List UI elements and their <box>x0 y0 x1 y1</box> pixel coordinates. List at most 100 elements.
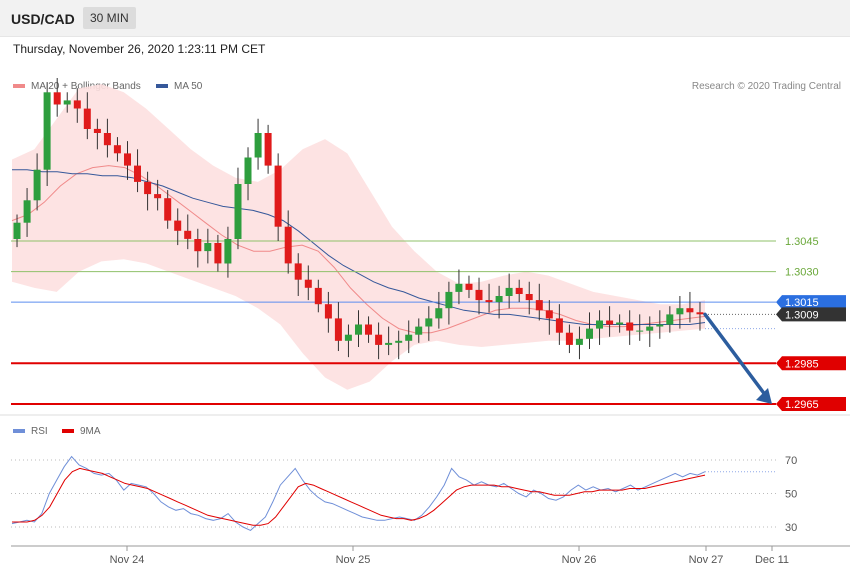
candle-body <box>134 165 141 182</box>
candle-body <box>485 300 493 303</box>
candle-body <box>636 330 644 332</box>
candle-body <box>575 338 583 345</box>
candle-body <box>194 239 202 252</box>
legend-rsi: RSI <box>13 426 48 437</box>
candle-body <box>73 100 81 109</box>
candle-body <box>515 287 523 294</box>
x-tick-nov-27: Nov 27 <box>689 554 724 566</box>
candle-body <box>154 194 162 199</box>
candle-body <box>465 283 473 290</box>
legend-label-ma50: MA 50 <box>174 81 203 92</box>
x-tick-dec-11: Dec 11 <box>755 554 789 566</box>
candle-body <box>505 287 513 296</box>
bollinger-band <box>12 84 705 390</box>
candle-body <box>93 128 101 133</box>
candle-body <box>365 324 372 335</box>
candle-body <box>495 296 503 303</box>
candle-body <box>385 342 393 345</box>
candle-body <box>113 145 121 154</box>
symbol-label: USD/CAD <box>11 11 75 27</box>
candle-body <box>405 334 413 341</box>
candle-body <box>606 320 614 325</box>
legend-swatch-rsi <box>13 429 25 434</box>
candle-body <box>13 222 21 239</box>
candle-body <box>164 198 172 221</box>
candle-body <box>686 308 694 313</box>
rsi-line <box>11 455 706 531</box>
level-label-1.3045: 1.3045 <box>785 236 819 248</box>
candle-body <box>656 324 664 327</box>
candle-body <box>144 181 152 195</box>
candle-body <box>475 289 483 301</box>
candle-body <box>565 332 573 345</box>
candle-body <box>264 133 272 166</box>
candle-body <box>304 279 312 288</box>
research-credit: Research © 2020 Trading Central <box>691 81 841 92</box>
candle-body <box>294 263 302 280</box>
toolbar: USD/CAD 30 MIN <box>0 0 850 37</box>
level-tag-1.2985 <box>776 356 846 371</box>
candle-body <box>83 108 91 129</box>
candle-body <box>344 334 352 341</box>
candle-body <box>324 304 332 319</box>
candle-body <box>124 153 131 166</box>
level-label-1.3009: 1.3009 <box>785 309 819 321</box>
x-tick-nov-25: Nov 25 <box>336 554 371 566</box>
level-tag-1.3009 <box>776 307 846 322</box>
candle-body <box>676 308 684 315</box>
candle-body <box>415 326 423 335</box>
legend-label-rsi: RSI <box>31 426 48 437</box>
candle-body <box>204 243 212 252</box>
candle-body <box>435 308 443 319</box>
candle-body <box>375 334 383 345</box>
candle-body <box>53 92 61 105</box>
candle-body <box>666 314 674 325</box>
candle-body <box>174 220 182 231</box>
rsi-tick-70: 70 <box>785 455 797 467</box>
rsi-tick-50: 50 <box>785 489 797 501</box>
candle-body <box>455 283 463 292</box>
forecast-arrowhead <box>756 388 772 404</box>
candle-body <box>33 169 41 201</box>
legend-ma50: MA 50 <box>156 81 202 92</box>
candle-body <box>626 322 634 331</box>
candle-body <box>355 324 362 335</box>
candle-body <box>234 184 242 239</box>
legend-9ma: 9MA <box>62 426 101 437</box>
candle-body <box>284 226 292 264</box>
candle-body <box>555 318 563 333</box>
candle-body <box>274 165 282 227</box>
candle-body <box>103 133 111 146</box>
rsi-tick-30: 30 <box>785 522 797 534</box>
x-tick-nov-26: Nov 26 <box>562 554 597 566</box>
candle-body <box>545 310 553 319</box>
level-tag-1.3015 <box>776 295 846 310</box>
candle-body <box>184 230 192 239</box>
level-label-1.2965: 1.2965 <box>785 399 819 411</box>
level-label-1.2985: 1.2985 <box>785 358 819 370</box>
candle-body <box>586 328 593 339</box>
candle-body <box>214 243 222 264</box>
level-label-1.3015: 1.3015 <box>785 297 819 309</box>
legend-label-ma20: MA 20 + Bollinger Bands <box>31 81 141 92</box>
candle-body <box>525 294 533 301</box>
candle-body <box>646 326 654 331</box>
candle-body <box>425 318 433 327</box>
candle-body <box>535 300 543 311</box>
legend-swatch-ma20 <box>13 84 25 89</box>
level-tag-1.2965 <box>776 397 846 411</box>
candle-body <box>43 92 51 170</box>
legend-label-9ma: 9MA <box>80 426 101 437</box>
legend-ma20: MA 20 + Bollinger Bands <box>13 81 141 92</box>
candle-body <box>334 318 342 341</box>
timeframe-button[interactable]: 30 MIN <box>83 7 136 29</box>
legend-swatch-9ma <box>62 429 74 434</box>
level-label-1.3030: 1.3030 <box>785 267 819 279</box>
candle-body <box>224 239 232 264</box>
candle-body <box>254 133 262 158</box>
x-tick-nov-24: Nov 24 <box>110 554 145 566</box>
rsi-9ma-line <box>12 467 706 526</box>
forecast-arrow <box>703 312 768 398</box>
candle-body <box>63 100 71 105</box>
